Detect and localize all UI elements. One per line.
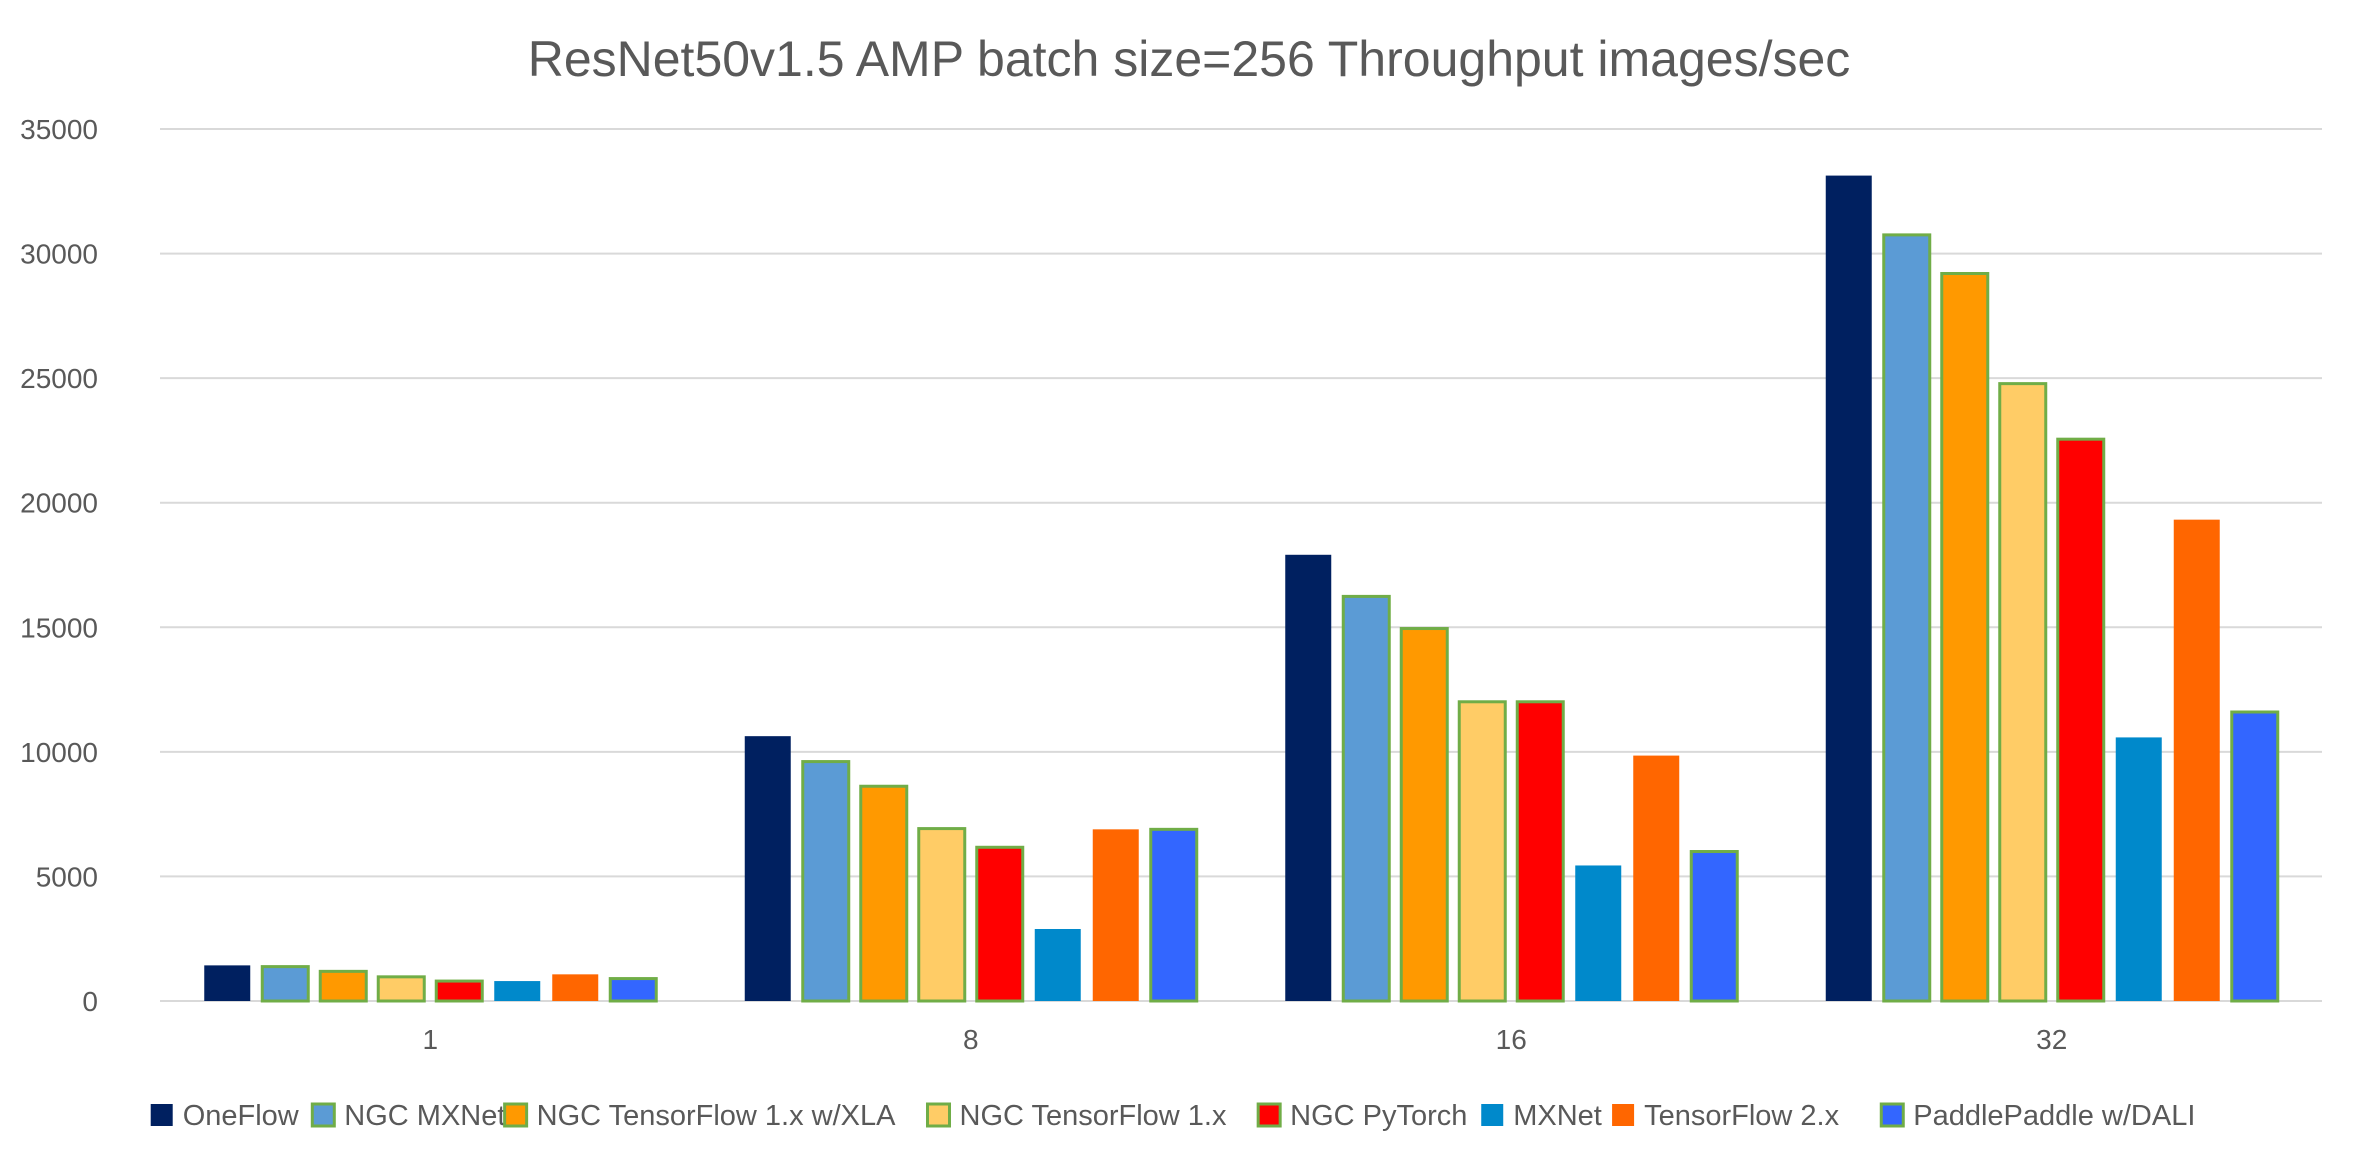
y-tick-label: 35000 [20,114,98,145]
legend-item: TensorFlow 2.x [1612,1100,1840,1132]
bar-mxnet-8 [1034,928,1081,1001]
bar-ngc-pytorch-16 [1515,700,1565,1003]
y-tick-label: 25000 [20,363,98,394]
legend-item: NGC TensorFlow 1.x [926,1100,1227,1132]
bar-ngc-tensorflow-1-x-w-xla-16 [1399,627,1449,1003]
legend-swatch [1481,1104,1504,1126]
bar-ngc-mxnet-8 [801,760,851,1003]
legend-label: NGC TensorFlow 1.x [960,1100,1227,1132]
legend-item: OneFlow [150,1100,300,1132]
bar-ngc-mxnet-32 [1882,233,1932,1003]
legend-label: NGC PyTorch [1290,1100,1467,1132]
y-tick-label: 30000 [20,239,98,270]
bar-mxnet-1 [494,981,541,1001]
bar-ngc-mxnet-1 [260,965,310,1003]
legend-swatch [310,1102,336,1128]
legend-label: PaddlePaddle w/DALI [1913,1100,2195,1132]
legend: OneFlow NGC MXNet NGC TensorFlow 1.x w/XLA… [150,1100,2195,1132]
legend-swatch [1256,1102,1282,1128]
legend-swatch [503,1102,529,1128]
legend-swatch [926,1102,952,1128]
legend-item: NGC PyTorch [1256,1100,1467,1132]
y-tick-label: 15000 [20,612,98,643]
x-tick-label: 16 [1496,1024,1527,1055]
bar-paddlepaddle-w-dali-8 [1149,827,1199,1003]
bar-mxnet-16 [1575,865,1622,1001]
legend-label: MXNet [1513,1100,1602,1132]
legend-item: NGC TensorFlow 1.x w/XLA [503,1100,897,1132]
bar-ngc-tensorflow-1-x-w-xla-8 [859,784,909,1003]
bars [204,175,2280,1003]
bar-paddlepaddle-w-dali-16 [1689,850,1739,1003]
bar-ngc-tensorflow-1-x-1 [376,975,426,1003]
legend-swatch [1879,1102,1905,1128]
x-axis-ticks: 1 8 16 32 [422,1024,2067,1055]
bar-oneflow-8 [744,736,791,1001]
bar-ngc-mxnet-16 [1341,594,1391,1003]
y-tick-label: 0 [82,986,98,1017]
bar-ngc-tensorflow-1-x-8 [917,827,967,1003]
bar-paddlepaddle-w-dali-1 [608,977,658,1003]
y-axis-ticks: 0 5000 10000 15000 20000 25000 30000 35000 [20,114,98,1017]
bar-ngc-tensorflow-1-x-w-xla-1 [318,969,368,1003]
y-tick-label: 5000 [36,861,98,892]
bar-ngc-tensorflow-1-x-w-xla-32 [1940,272,1990,1003]
legend-label: TensorFlow 2.x [1644,1100,1840,1132]
bar-tensorflow-2-x-1 [552,974,599,1001]
x-tick-label: 8 [963,1024,979,1055]
x-tick-label: 1 [422,1024,438,1055]
bar-mxnet-32 [2115,737,2162,1001]
y-tick-label: 10000 [20,737,98,768]
bar-tensorflow-2-x-16 [1633,755,1680,1001]
bar-oneflow-1 [204,965,251,1001]
bar-ngc-pytorch-1 [434,979,484,1003]
chart-title: ResNet50v1.5 AMP batch size=256 Throughp… [528,31,1851,87]
bar-ngc-tensorflow-1-x-32 [1998,382,2048,1003]
legend-swatch [1612,1104,1635,1126]
bar-tensorflow-2-x-32 [2173,519,2220,1001]
legend-item: NGC MXNet [310,1100,505,1132]
bar-oneflow-16 [1285,554,1332,1001]
legend-label: NGC TensorFlow 1.x w/XLA [537,1100,897,1132]
legend-item: MXNet [1481,1100,1602,1132]
bar-paddlepaddle-w-dali-32 [2230,710,2280,1003]
gridlines [160,128,2322,1002]
bar-oneflow-32 [1825,175,1872,1001]
bar-ngc-tensorflow-1-x-16 [1457,700,1507,1003]
bar-tensorflow-2-x-8 [1092,829,1139,1001]
legend-label: OneFlow [183,1100,300,1132]
bar-ngc-pytorch-32 [2056,437,2106,1003]
x-tick-label: 32 [2036,1024,2067,1055]
y-tick-label: 20000 [20,488,98,519]
bar-ngc-pytorch-8 [975,845,1025,1003]
legend-swatch [150,1104,173,1126]
legend-item: PaddlePaddle w/DALI [1879,1100,2195,1132]
legend-label: NGC MXNet [344,1100,505,1132]
